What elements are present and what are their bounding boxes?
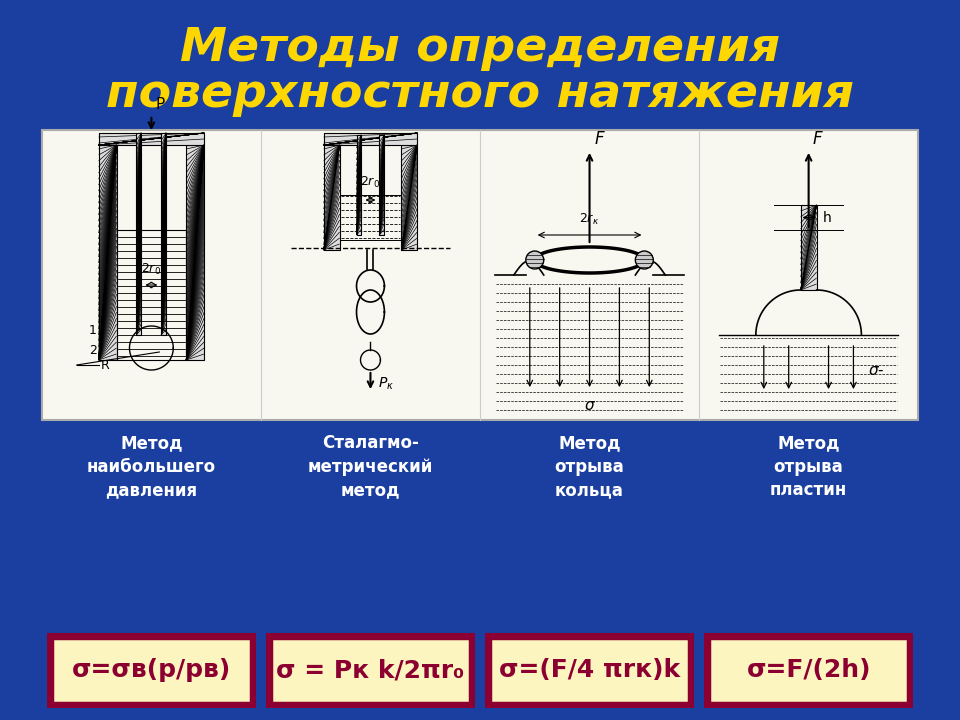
Text: R: R (101, 359, 109, 372)
FancyBboxPatch shape (704, 632, 913, 708)
FancyBboxPatch shape (401, 145, 418, 250)
Text: $P_\kappa$: $P_\kappa$ (378, 376, 395, 392)
FancyBboxPatch shape (324, 133, 418, 145)
FancyBboxPatch shape (42, 130, 918, 420)
Text: $2r_0$: $2r_0$ (360, 175, 380, 190)
FancyBboxPatch shape (47, 632, 256, 708)
FancyBboxPatch shape (161, 133, 166, 335)
Text: F: F (812, 130, 822, 148)
Circle shape (526, 251, 543, 269)
FancyBboxPatch shape (379, 135, 384, 235)
Text: h: h (823, 210, 831, 225)
Text: 1: 1 (88, 323, 97, 336)
FancyBboxPatch shape (271, 637, 470, 703)
Text: F: F (594, 130, 604, 148)
Text: Сталагмо-
метрический
метод: Сталагмо- метрический метод (308, 434, 433, 499)
Text: Метод
наибольшего
давления: Метод наибольшего давления (86, 434, 216, 499)
FancyBboxPatch shape (485, 632, 694, 708)
Text: Методы определения: Методы определения (180, 25, 780, 71)
Text: $2r_\kappa$: $2r_\kappa$ (580, 212, 600, 227)
Text: σ=F/(2h): σ=F/(2h) (746, 658, 871, 682)
FancyBboxPatch shape (324, 145, 340, 250)
FancyBboxPatch shape (490, 637, 689, 703)
Text: $2r_0$: $2r_0$ (141, 262, 161, 277)
FancyBboxPatch shape (52, 637, 251, 703)
Text: σ = Pк k/2πr₀: σ = Pк k/2πr₀ (276, 658, 465, 682)
FancyBboxPatch shape (186, 145, 204, 360)
FancyBboxPatch shape (99, 133, 204, 145)
FancyBboxPatch shape (99, 145, 116, 360)
FancyBboxPatch shape (356, 135, 362, 235)
Text: σ=σв(p/pв): σ=σв(p/pв) (72, 658, 231, 682)
Text: поверхностного натяжения: поверхностного натяжения (106, 71, 854, 117)
FancyBboxPatch shape (801, 205, 817, 290)
FancyBboxPatch shape (136, 133, 141, 335)
FancyBboxPatch shape (266, 632, 475, 708)
Text: 2: 2 (88, 343, 97, 356)
Text: σ=(F/4 πrк)k: σ=(F/4 πrк)k (499, 658, 680, 682)
Text: $\sigma$: $\sigma$ (584, 398, 595, 413)
Circle shape (636, 251, 653, 269)
Text: $\sigma$-: $\sigma$- (869, 362, 885, 377)
Text: P: P (156, 97, 164, 112)
FancyBboxPatch shape (709, 637, 908, 703)
Text: Метод
отрыва
кольца: Метод отрыва кольца (555, 434, 624, 499)
Text: Метод
отрыва
пластин: Метод отрыва пластин (770, 434, 848, 499)
